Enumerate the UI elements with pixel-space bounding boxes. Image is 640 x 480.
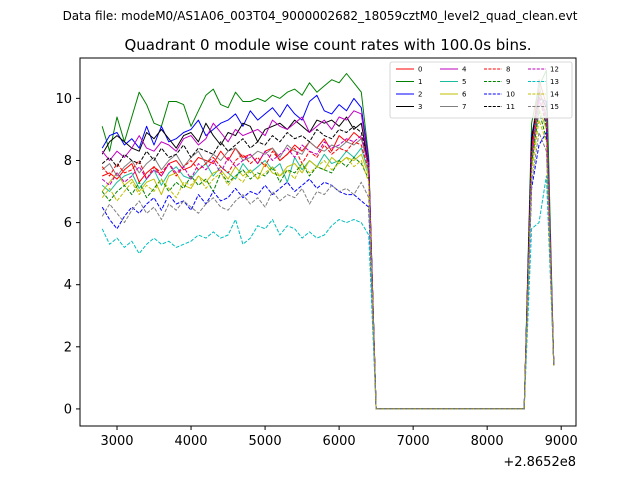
x-tick-label: 8000 [471,434,504,449]
y-tick-label: 10 [55,92,72,107]
legend-box [389,61,573,119]
legend-label-9: 9 [506,78,510,86]
series-line-3 [101,91,555,410]
x-tick-label: 5000 [249,434,282,449]
series-line-0 [102,79,555,410]
y-axis: 0 2 4 6 8 10 [55,92,80,417]
series-line-15 [101,132,555,410]
legend-label-10: 10 [506,91,515,99]
legend-label-3: 3 [418,103,422,111]
series-line-6 [101,107,555,410]
legend-label-8: 8 [506,66,510,74]
plot-frame [79,57,577,427]
x-axis: 3000 4000 5000 6000 7000 8000 9000 [100,426,578,449]
series-line-8 [101,88,555,410]
y-tick-label: 2 [64,340,72,355]
legend-label-7: 7 [462,103,466,111]
legend-label-1: 1 [418,78,422,86]
series-line-9 [101,110,555,410]
series-line-12 [101,97,555,410]
legend-label-14: 14 [550,91,559,99]
x-tick-label: 7000 [397,434,430,449]
legend-label-13: 13 [550,78,559,86]
legend-label-6: 6 [462,91,467,99]
y-tick-label: 6 [64,216,72,231]
legend-label-11: 11 [506,103,515,111]
legend-label-12: 12 [550,66,559,74]
chart-title: Quadrant 0 module wise count rates with … [124,36,531,54]
series-line-11 [101,94,555,410]
x-tick-label: 9000 [545,434,578,449]
legend-label-15: 15 [550,103,559,111]
legend-label-4: 4 [462,66,467,74]
series-line-5 [101,82,555,410]
x-tick-label: 4000 [174,434,207,449]
y-tick-label: 4 [64,278,72,293]
y-tick-label: 8 [64,154,72,169]
series-line-14 [101,119,555,410]
series-line-10 [101,132,555,410]
legend-label-2: 2 [418,91,422,99]
legend-label-0: 0 [418,66,422,74]
chart-suptitle: Data file: modeM0/AS1A06_003T04_90000026… [63,9,578,23]
series-line-13 [101,175,555,410]
x-tick-label: 6000 [323,434,356,449]
y-tick-label: 0 [64,402,72,417]
series-line-2 [101,94,555,410]
x-axis-offset-label: +2.8652e8 [503,455,576,470]
series-line-7 [101,104,555,410]
legend-label-5: 5 [462,78,466,86]
plot-lines [101,69,555,410]
x-tick-label: 3000 [100,434,133,449]
